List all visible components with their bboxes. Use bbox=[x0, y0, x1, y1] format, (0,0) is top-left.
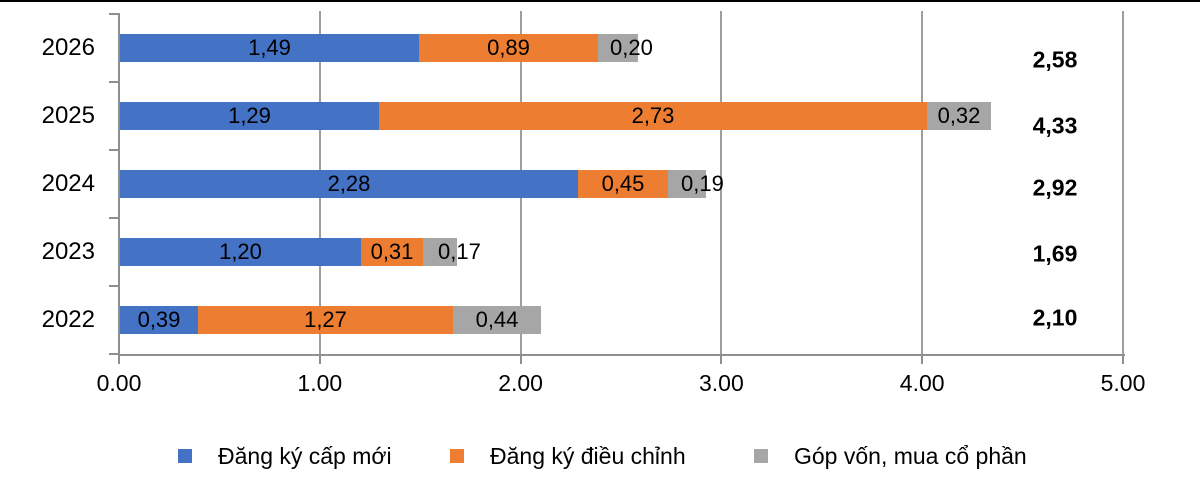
category-axis-tick bbox=[109, 217, 119, 219]
legend-swatch-icon bbox=[450, 449, 464, 463]
bar-segment-label: 0,17 bbox=[438, 239, 481, 264]
category-axis-tick bbox=[109, 13, 119, 15]
bar-segment-label: 0,20 bbox=[610, 35, 653, 60]
value-axis-tick bbox=[720, 355, 723, 364]
gridline bbox=[921, 11, 924, 355]
bar-segment-label: 2,28 bbox=[327, 171, 371, 196]
legend-swatch-icon bbox=[178, 449, 192, 463]
bar-segment-label: 1,27 bbox=[304, 307, 347, 332]
value-axis-tick bbox=[1122, 355, 1124, 364]
category-axis-tick bbox=[109, 149, 119, 151]
bar-segment bbox=[361, 238, 423, 266]
legend-swatch-icon bbox=[754, 449, 768, 463]
bar-segment-label: 1,20 bbox=[219, 239, 262, 264]
bar-segment bbox=[453, 306, 541, 334]
legend-label: Góp vốn, mua cổ phần bbox=[794, 442, 1027, 469]
legend: Đăng ký cấp mới Đăng ký điều chỉnh Góp vốn… bbox=[0, 439, 1200, 473]
category-axis-line bbox=[118, 13, 120, 364]
bar-segment-label: 0,89 bbox=[487, 35, 530, 60]
bar-segment-label: 0,32 bbox=[937, 103, 981, 128]
category-axis-tick bbox=[109, 353, 119, 355]
value-axis-tick-label: 2.00 bbox=[498, 370, 543, 396]
bar-segment-label: 1,49 bbox=[248, 35, 291, 60]
bar-segment-label: 2,73 bbox=[631, 103, 675, 128]
bar-segment-label: 1,29 bbox=[228, 103, 271, 128]
bar-segment-label: 0,45 bbox=[601, 171, 645, 196]
category-axis-tick bbox=[109, 81, 119, 83]
value-axis-tick bbox=[921, 355, 924, 364]
bar-segment bbox=[927, 102, 991, 130]
legend-label: Đăng ký điều chỉnh bbox=[490, 442, 686, 469]
bar-segment bbox=[423, 238, 457, 266]
value-axis-tick-label: 1.00 bbox=[297, 370, 343, 396]
legend-label: Đăng ký cấp mới bbox=[218, 442, 392, 469]
total-label: 1,69 bbox=[1032, 240, 1078, 267]
value-axis-tick-label: 4.00 bbox=[899, 370, 945, 396]
total-label: 4,33 bbox=[1032, 112, 1078, 139]
bar-segment bbox=[120, 238, 361, 266]
legend-item: Đăng ký điều chỉnh bbox=[450, 439, 686, 473]
bar-segment-label: 0,39 bbox=[137, 307, 181, 332]
gridline bbox=[720, 11, 723, 355]
category-label: 2024 bbox=[41, 170, 95, 197]
value-axis-tick-label: 5.00 bbox=[1100, 370, 1146, 396]
bar-segment bbox=[578, 170, 668, 198]
category-label: 2026 bbox=[41, 34, 95, 61]
value-axis-tick-label: 0.00 bbox=[96, 370, 142, 396]
gridline bbox=[1122, 11, 1124, 355]
bar-segment bbox=[379, 102, 927, 130]
bar-segment bbox=[120, 170, 578, 198]
category-label: 2023 bbox=[41, 238, 95, 265]
bar-segment bbox=[668, 170, 706, 198]
bar-segment bbox=[419, 34, 598, 62]
category-label: 2022 bbox=[41, 306, 95, 333]
bar-segment-label: 0,44 bbox=[475, 307, 519, 332]
value-axis-tick bbox=[118, 355, 120, 364]
total-label: 2,92 bbox=[1032, 174, 1078, 201]
bar-segment bbox=[598, 34, 638, 62]
bar-segment bbox=[120, 102, 379, 130]
category-axis-tick bbox=[109, 285, 119, 287]
value-axis-tick bbox=[519, 355, 522, 364]
bar-segment bbox=[198, 306, 453, 334]
bar-segment bbox=[120, 306, 198, 334]
total-label: 2,58 bbox=[1032, 46, 1078, 73]
legend-item: Góp vốn, mua cổ phần bbox=[754, 439, 1027, 473]
bar-segment bbox=[120, 34, 419, 62]
value-axis-tick bbox=[318, 355, 321, 364]
total-label: 2,10 bbox=[1032, 304, 1078, 331]
value-axis-tick-label: 3.00 bbox=[699, 370, 744, 396]
bar-segment-label: 0,19 bbox=[681, 171, 724, 196]
legend-item: Đăng ký cấp mới bbox=[178, 439, 392, 473]
value-axis-line bbox=[119, 354, 1125, 356]
category-label: 2025 bbox=[41, 102, 95, 129]
bar-segment-label: 0,31 bbox=[370, 239, 414, 264]
